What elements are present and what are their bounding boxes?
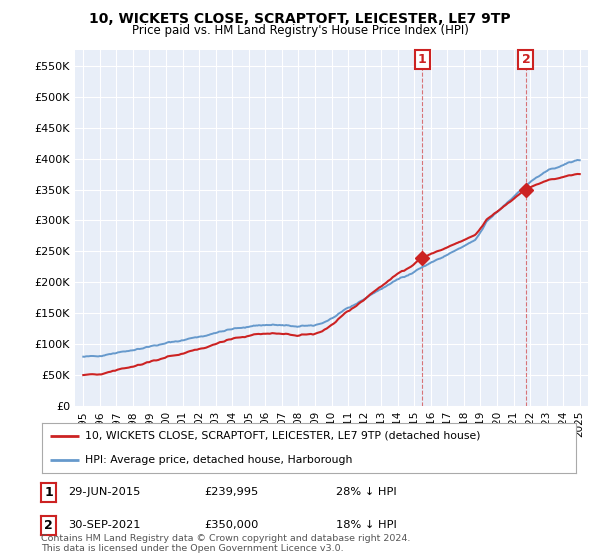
Text: £239,995: £239,995 (204, 487, 258, 497)
Text: 2: 2 (521, 53, 530, 66)
Text: 29-JUN-2015: 29-JUN-2015 (68, 487, 140, 497)
Text: 28% ↓ HPI: 28% ↓ HPI (336, 487, 397, 497)
Text: 18% ↓ HPI: 18% ↓ HPI (336, 520, 397, 530)
Text: 10, WICKETS CLOSE, SCRAPTOFT, LEICESTER, LE7 9TP: 10, WICKETS CLOSE, SCRAPTOFT, LEICESTER,… (89, 12, 511, 26)
Text: 10, WICKETS CLOSE, SCRAPTOFT, LEICESTER, LE7 9TP (detached house): 10, WICKETS CLOSE, SCRAPTOFT, LEICESTER,… (85, 431, 480, 441)
Text: 2: 2 (44, 519, 53, 532)
Text: £350,000: £350,000 (204, 520, 259, 530)
Text: HPI: Average price, detached house, Harborough: HPI: Average price, detached house, Harb… (85, 455, 352, 465)
Text: Contains HM Land Registry data © Crown copyright and database right 2024.
This d: Contains HM Land Registry data © Crown c… (41, 534, 410, 553)
Text: Price paid vs. HM Land Registry's House Price Index (HPI): Price paid vs. HM Land Registry's House … (131, 24, 469, 37)
Text: 30-SEP-2021: 30-SEP-2021 (68, 520, 140, 530)
Text: 1: 1 (44, 486, 53, 499)
Text: 1: 1 (418, 53, 427, 66)
